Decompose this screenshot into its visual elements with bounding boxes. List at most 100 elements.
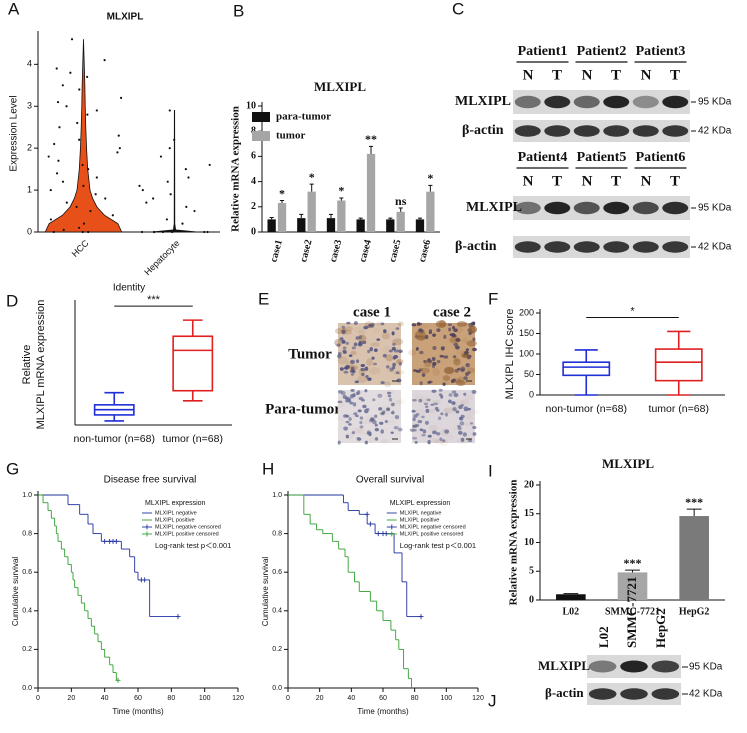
- blot-band: [603, 201, 630, 215]
- panel-letter: C: [452, 0, 464, 18]
- legend-label: MLXIPL positive censored: [155, 531, 219, 537]
- ihc-nucleus: [337, 400, 343, 404]
- ihc-nucleus: [452, 407, 457, 412]
- ihc-nucleus: [469, 422, 474, 425]
- lane-label: T: [552, 67, 562, 83]
- ihc-nucleus: [425, 405, 429, 408]
- blot-band: [588, 688, 617, 700]
- protein-label: β-actin: [545, 685, 584, 700]
- bar: [617, 572, 648, 600]
- ihc-stain: [384, 381, 391, 388]
- ihc-nucleus: [460, 437, 465, 442]
- ihc-stain: [432, 368, 440, 377]
- blot-band: [514, 201, 541, 215]
- ihc-stain: [457, 376, 465, 384]
- ihc-nucleus: [365, 408, 370, 411]
- ihc-stain: [357, 375, 368, 383]
- ihc-nucleus: [392, 342, 396, 346]
- ihc-nucleus: [447, 399, 452, 404]
- bar: [556, 594, 586, 600]
- protein-label: β-actin: [455, 239, 497, 254]
- ihc-nucleus: [392, 356, 396, 360]
- ihc-nucleus: [436, 409, 440, 412]
- data-point: [56, 100, 60, 104]
- ihc-stain: [358, 368, 366, 376]
- ihc-nucleus: [341, 329, 346, 334]
- data-point: [152, 230, 156, 234]
- data-point: [184, 168, 187, 171]
- ihc-stain: [444, 366, 455, 375]
- ihc-stain: [393, 370, 405, 375]
- bar: [277, 203, 287, 232]
- ihc-nucleus: [411, 409, 416, 413]
- data-point: [86, 113, 89, 116]
- blot-band: [514, 125, 541, 137]
- ihc-nucleus: [391, 331, 395, 336]
- ihc-stain: [441, 381, 449, 386]
- ihc-nucleus: [472, 347, 477, 352]
- bar: [396, 211, 405, 232]
- ihc-nucleus: [342, 394, 347, 399]
- ihc-nucleus: [361, 340, 367, 345]
- y-tick-label: 0.2: [272, 646, 282, 653]
- y-tick-label: 0.6: [22, 569, 32, 576]
- ihc-stain: [438, 319, 446, 328]
- ihc-stain: [443, 407, 456, 415]
- ihc-nucleus: [448, 327, 452, 332]
- ihc-nucleus: [344, 365, 349, 371]
- chart-title: MLXIPL: [107, 12, 144, 23]
- ihc-nucleus: [435, 432, 441, 436]
- data-point: [55, 172, 59, 175]
- blot-band: [662, 125, 689, 137]
- y-axis-label: Cumulative survival: [11, 557, 20, 627]
- ihc-nucleus: [465, 348, 469, 351]
- data-point: [168, 109, 171, 112]
- ihc-nucleus: [414, 440, 418, 444]
- blot-band: [632, 95, 659, 109]
- censor-mark: [175, 614, 181, 620]
- y-tick-label: 10: [246, 100, 256, 111]
- ihc-stain: [462, 337, 469, 343]
- ihc-stain: [449, 366, 456, 373]
- y-tick-label: 0.4: [272, 608, 282, 615]
- ihc-nucleus: [459, 416, 463, 421]
- ihc-stain: [464, 413, 470, 419]
- significance-label: *: [279, 186, 285, 200]
- chart-title: Disease free survival: [104, 475, 197, 486]
- ihc-nucleus: [368, 431, 372, 437]
- error-bar: [686, 508, 702, 517]
- ihc-nucleus: [374, 423, 378, 427]
- y-tick-label: 0.0: [272, 685, 282, 692]
- whisker: [574, 375, 598, 396]
- ihc-nucleus: [421, 373, 426, 377]
- x-tick-label: HepG2: [679, 606, 710, 617]
- column-label: case 2: [433, 304, 471, 320]
- ihc-nucleus: [337, 352, 342, 356]
- violin: [44, 39, 123, 233]
- blot-band: [573, 95, 600, 109]
- ihc-nucleus: [345, 434, 349, 439]
- x-tick-label: 20: [67, 695, 75, 702]
- x-tick-label: 80: [167, 695, 175, 702]
- data-point: [203, 230, 206, 234]
- ihc-stain: [373, 327, 381, 333]
- ihc-nucleus: [452, 325, 456, 330]
- ihc-nucleus: [382, 353, 387, 358]
- panel-letter: I: [488, 461, 493, 480]
- ihc-nucleus: [451, 334, 457, 338]
- ihc-nucleus: [373, 348, 378, 352]
- ihc-nucleus: [448, 393, 453, 397]
- protein-label: MLXIPL: [455, 94, 511, 109]
- ihc-nucleus: [369, 419, 373, 423]
- x-tick-label: 100: [440, 695, 452, 702]
- error-bar: [625, 569, 640, 573]
- y-tick-label: 15: [524, 508, 534, 519]
- lane-label: N: [641, 173, 652, 189]
- ihc-stain: [413, 439, 423, 444]
- ihc-nucleus: [452, 401, 456, 405]
- cell-line-label: SMMC-7721: [624, 577, 639, 649]
- ihc-nucleus: [362, 404, 367, 409]
- ihc-stain: [428, 424, 439, 432]
- ihc-nucleus: [432, 345, 437, 351]
